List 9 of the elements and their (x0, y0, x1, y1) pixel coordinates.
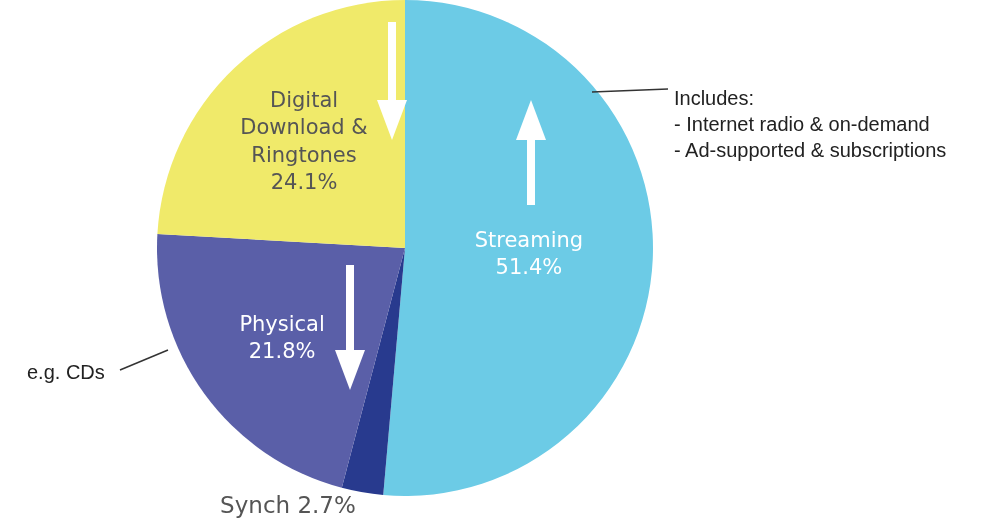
slice-label: Physical (239, 311, 325, 336)
slice-label: Digital Download & Ringtones (240, 88, 368, 167)
data-label: 51.4% (495, 255, 563, 280)
slice-label: Synch 2.7% (220, 491, 356, 518)
text: e.g. CDs (27, 361, 105, 383)
data-label: 24.1% (270, 170, 338, 195)
data-label: 21.8% (248, 338, 316, 363)
text: Includes: - Internet radio & on-demand - Ad-supported & subscriptions (674, 87, 947, 161)
slice-label: Streaming (474, 227, 584, 252)
